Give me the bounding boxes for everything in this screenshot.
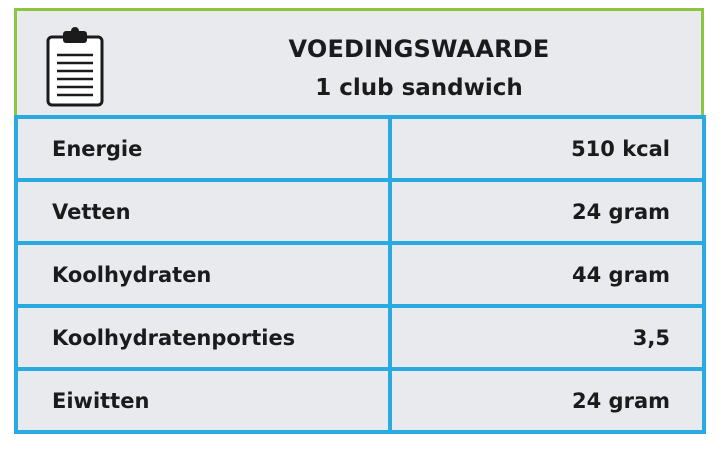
nutrient-name: Koolhydratenporties (14, 304, 392, 371)
table-row: Vetten 24 gram (14, 178, 706, 245)
nutrient-name: Eiwitten (14, 367, 392, 434)
subtitle: 1 club sandwich (315, 75, 523, 101)
nutrient-name: Koolhydraten (14, 241, 392, 308)
table-row: Eiwitten 24 gram (14, 367, 706, 434)
nutrition-table: Energie 510 kcal Vetten 24 gram Koolhydraten… (14, 115, 706, 434)
nutrient-name: Energie (14, 115, 392, 182)
nutrient-value: 510 kcal (388, 115, 706, 182)
title: VOEDINGSWAARDE (288, 35, 550, 63)
table-row: Koolhydraten 44 gram (14, 241, 706, 308)
nutrient-name: Vetten (14, 178, 392, 245)
nutrient-value: 24 gram (388, 178, 706, 245)
table-row: Koolhydratenporties 3,5 (14, 304, 706, 371)
header: VOEDINGSWAARDE 1 club sandwich (14, 8, 704, 115)
nutrient-value: 3,5 (388, 304, 706, 371)
nutrient-value: 44 gram (388, 241, 706, 308)
table-row: Energie 510 kcal (14, 115, 706, 182)
clipboard-icon (46, 27, 104, 107)
nutrient-value: 24 gram (388, 367, 706, 434)
